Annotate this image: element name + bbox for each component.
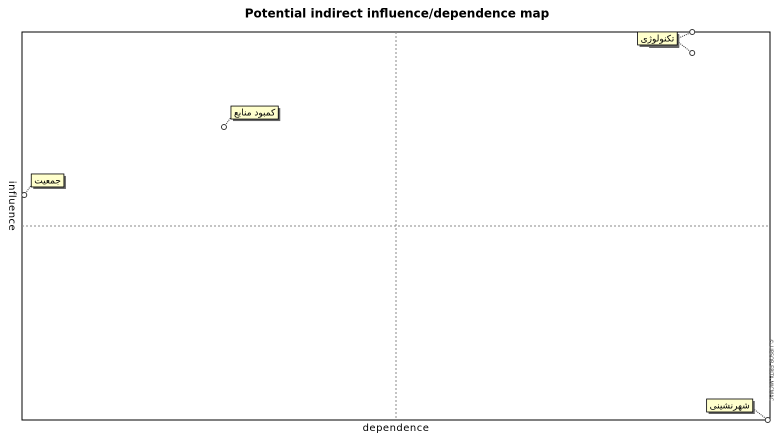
point xyxy=(21,191,28,198)
chart-title: Potential indirect influence/dependence … xyxy=(245,7,550,21)
point xyxy=(764,417,771,423)
point-label: جمعیت xyxy=(34,176,61,186)
label-box xyxy=(30,173,65,188)
point-label: کمبود منابع xyxy=(234,109,276,119)
label-box xyxy=(706,398,754,413)
y-axis-label: influence xyxy=(6,181,17,231)
point-label: تکنولوژی xyxy=(641,34,675,44)
label-box xyxy=(637,31,678,46)
x-axis-label: dependence xyxy=(363,423,430,433)
point xyxy=(689,29,696,35)
point xyxy=(689,49,696,56)
point-label: شهرنشینی xyxy=(710,402,750,412)
point xyxy=(220,124,227,131)
label-box xyxy=(230,105,279,120)
watermark: © LIPSOR-EPITA-MICMAC xyxy=(768,339,775,401)
